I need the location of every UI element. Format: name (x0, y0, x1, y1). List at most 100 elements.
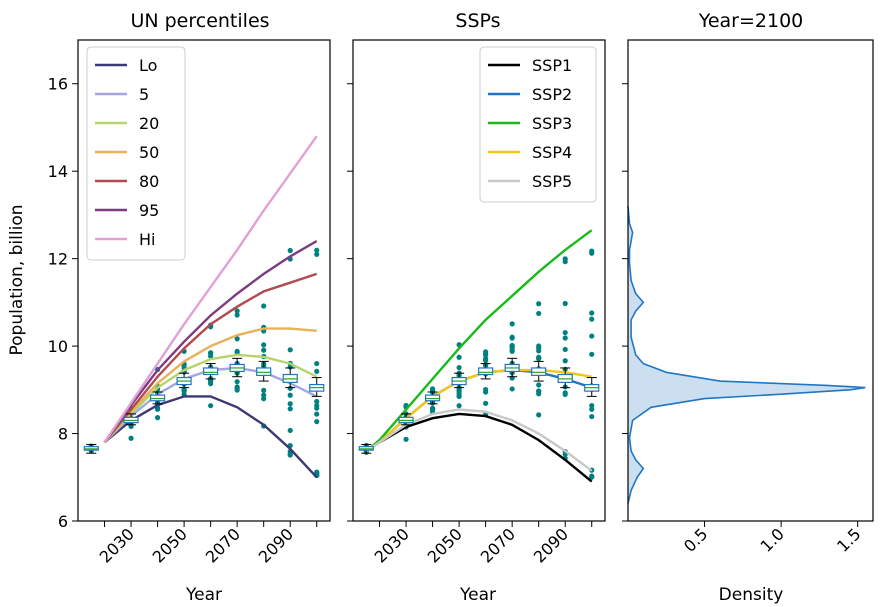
scatter-point (234, 348, 240, 354)
x-tick-label: 2030 (371, 524, 413, 566)
density-area (628, 206, 866, 504)
legend-label: SSP1 (532, 56, 572, 75)
scatter-point (589, 333, 595, 339)
scatter-point (287, 401, 293, 407)
axes-frame (352, 39, 606, 522)
scatter-point (562, 390, 568, 396)
scatter-point (287, 385, 293, 391)
plot-area: 0.5 1.0 1.5 (622, 83, 866, 556)
x-tick-label: 1.0 (757, 524, 788, 555)
x-tick-label: 0.5 (680, 524, 711, 555)
scatter-point (154, 415, 161, 421)
x-tick-label: 2050 (424, 524, 466, 566)
scatter-point (456, 354, 462, 360)
scatter-point (314, 398, 320, 405)
series-line (365, 368, 592, 453)
series-line (103, 135, 318, 443)
legend-label: Hi (139, 230, 155, 249)
scatter-point (483, 357, 489, 364)
y-tick-label: 16 (48, 75, 68, 94)
x-axis-label: Year (185, 585, 222, 605)
legend-label: 50 (139, 143, 159, 162)
scatter-point (456, 403, 462, 409)
scatter-point (536, 345, 542, 351)
scatter-point (562, 358, 568, 364)
panel-title: SSPs (455, 10, 500, 32)
series-line (365, 408, 593, 472)
x-axis-label: Density (719, 585, 784, 605)
legend: SSP1 SSP2 SSP3 SSP4 SSP5 (479, 46, 597, 203)
series-line (103, 272, 318, 444)
y-axis-label: Population, billion (7, 205, 27, 356)
scatter-point (261, 342, 267, 348)
scatter-point (509, 334, 515, 340)
panel-title: UN percentiles (130, 10, 269, 32)
scatter-point (536, 301, 542, 307)
x-tick-label: 1.5 (833, 524, 864, 555)
scatter-point (589, 250, 595, 256)
legend: Lo 5 20 50 80 95 Hi (86, 46, 186, 261)
scatter-point (261, 396, 267, 402)
scatter-point (509, 347, 515, 353)
scatter-point (589, 473, 595, 479)
box-body (531, 367, 547, 376)
scatter-point (314, 419, 320, 425)
scatter-point (562, 259, 568, 265)
scatter-point (208, 353, 214, 359)
legend-label: SSP3 (532, 114, 572, 133)
scatter-point (181, 387, 187, 393)
scatter-point (287, 406, 293, 412)
y-tick-label: 12 (48, 250, 68, 269)
scatter-point (562, 329, 568, 336)
scatter-point (429, 405, 436, 412)
scatter-point (589, 402, 595, 409)
scatter-point (483, 400, 489, 406)
box-body (256, 367, 272, 376)
legend-label: 20 (139, 114, 159, 133)
scatter-point (589, 413, 595, 420)
density-line (627, 206, 866, 504)
scatter-point (589, 351, 595, 357)
legend-frame (86, 46, 186, 261)
x-tick-label: 2090 (255, 524, 297, 566)
scatter-point (562, 346, 568, 353)
scatter-point (483, 352, 489, 358)
scatter-point (234, 312, 240, 318)
scatter-point (314, 402, 320, 409)
y-tick-label: 14 (48, 162, 68, 181)
scatter-point (261, 392, 267, 398)
scatter-point (314, 360, 320, 367)
panel-title: Year=2100 (698, 10, 804, 32)
scatter-point (562, 300, 568, 307)
y-tick-label: 8 (58, 425, 68, 444)
scatter-point (208, 403, 214, 409)
series-line (103, 353, 318, 444)
scatter-point (456, 393, 462, 399)
legend-label: 5 (139, 85, 149, 104)
scatter-point (287, 392, 293, 398)
series-line (103, 395, 318, 479)
scatter-point (456, 364, 462, 371)
scatter-point (456, 388, 462, 394)
x-tick-label: 2090 (530, 524, 572, 566)
scatter-point (208, 381, 214, 387)
legend-label: SSP5 (532, 172, 572, 191)
legend-label: SSP2 (532, 85, 572, 104)
scatter-point (314, 247, 320, 253)
scatter-point (261, 303, 267, 309)
y-tick-label: 6 (58, 512, 68, 531)
scatter-point (261, 347, 267, 353)
series-line (365, 229, 593, 452)
scatter-point (536, 354, 542, 360)
scatter-point (234, 336, 240, 342)
scatter-point (234, 379, 240, 385)
scatter-point (589, 310, 595, 316)
scatter-point (536, 310, 542, 317)
x-tick-label: 2070 (202, 524, 244, 566)
box-body (424, 394, 441, 402)
scatter-point (509, 321, 515, 327)
scatter-point (128, 435, 134, 441)
